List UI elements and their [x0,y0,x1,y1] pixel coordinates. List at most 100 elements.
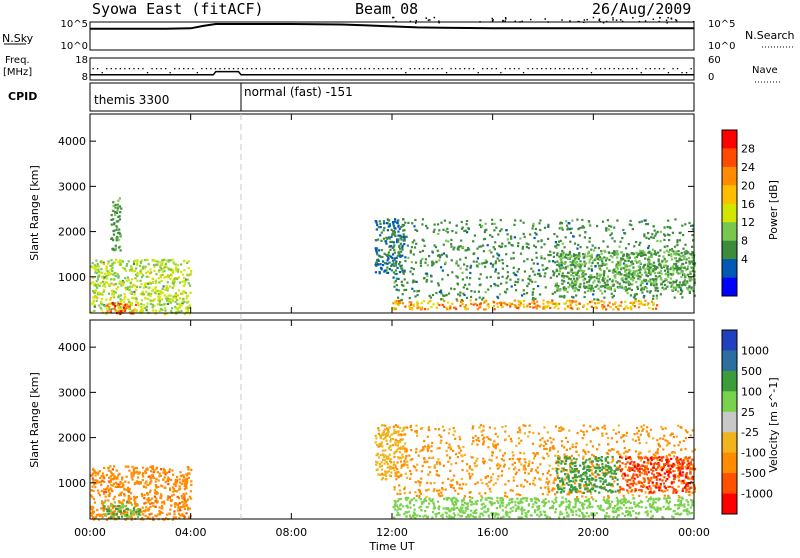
heat-cell [400,474,402,476]
heat-cell [557,287,559,289]
heat-cell [447,461,449,463]
heat-cell [429,295,431,297]
heat-cell [155,280,157,282]
heat-cell [559,270,561,272]
heat-cell [443,498,445,500]
heat-cell [137,273,139,275]
heat-cell [670,286,672,288]
heat-cell [551,501,553,503]
heat-cell [564,308,566,310]
heat-cell [381,465,383,467]
heat-cell [456,225,458,227]
heat-cell [402,230,404,232]
heat-cell [92,516,94,518]
heat-cell [628,272,630,274]
heat-cell [578,275,580,277]
heat-cell [478,440,480,442]
heat-cell [667,268,669,270]
heat-cell [603,272,605,274]
heat-cell [416,230,418,232]
heat-cell [640,255,642,257]
heat-cell [553,488,555,490]
heat-cell [639,442,641,444]
heat-cell [522,279,524,281]
heat-cell [381,441,383,443]
nave-point [210,68,211,69]
nave-point [450,68,451,69]
heat-cell [395,303,397,305]
heat-cell [106,474,108,476]
heat-cell [175,481,177,483]
nsearch-point [639,21,641,23]
heat-cell [609,302,611,304]
heat-cell [555,241,557,243]
heat-cell [523,467,525,469]
heat-cell [105,513,107,515]
heat-cell [171,307,173,309]
heat-cell [621,285,623,287]
heat-cell [515,281,517,283]
heat-cell [631,507,633,509]
heat-cell [513,224,515,226]
heat-cell [571,220,573,222]
heat-cell [607,443,609,445]
heat-cell [398,302,400,304]
heat-cell [455,498,457,500]
heat-cell [420,260,422,262]
heat-cell [445,507,447,509]
heat-cell [487,485,489,487]
nave-point [396,68,397,69]
heat-cell [418,290,420,292]
heat-cell [440,266,442,268]
heat-cell [636,427,638,429]
heat-cell [396,449,398,451]
heat-cell [172,280,174,282]
heat-cell [523,452,525,454]
heat-cell [622,255,624,257]
heat-cell [398,246,400,248]
nave-point [650,68,651,69]
heat-cell [679,232,681,234]
heat-cell [563,446,565,448]
nave-point [559,68,560,69]
heat-cell [459,305,461,307]
heat-cell [497,233,499,235]
heat-cell [421,223,423,225]
nsearch-point [515,21,517,23]
heat-cell [120,303,122,305]
heat-cell [627,513,629,515]
heat-cell [170,302,172,304]
heat-cell [489,497,491,499]
heat-cell [397,442,399,444]
heat-cell [524,479,526,481]
heat-cell [599,274,601,276]
heat-cell [540,514,542,516]
heat-cell [427,436,429,438]
heat-cell [93,299,95,301]
heat-cell [434,466,436,468]
nave-point [355,68,356,69]
heat-cell [134,260,136,262]
heat-cell [415,243,417,245]
nsearch-point [545,18,547,20]
heat-cell [620,499,622,501]
heat-cell [120,249,122,251]
heat-cell [124,310,126,312]
heat-cell [529,275,531,277]
heat-cell [388,431,390,433]
heat-cell [393,469,395,471]
heat-cell [608,270,610,272]
heat-cell [521,501,523,503]
heat-cell [459,515,461,517]
heat-cell [681,255,683,257]
heat-cell [160,293,162,295]
heat-cell [173,285,175,287]
heat-cell [459,438,461,440]
heat-cell [177,264,179,266]
heat-cell [517,300,519,302]
heat-cell [474,303,476,305]
heat-cell [683,440,685,442]
heat-cell [566,300,568,302]
heat-cell [446,294,448,296]
heat-cell [656,295,658,297]
